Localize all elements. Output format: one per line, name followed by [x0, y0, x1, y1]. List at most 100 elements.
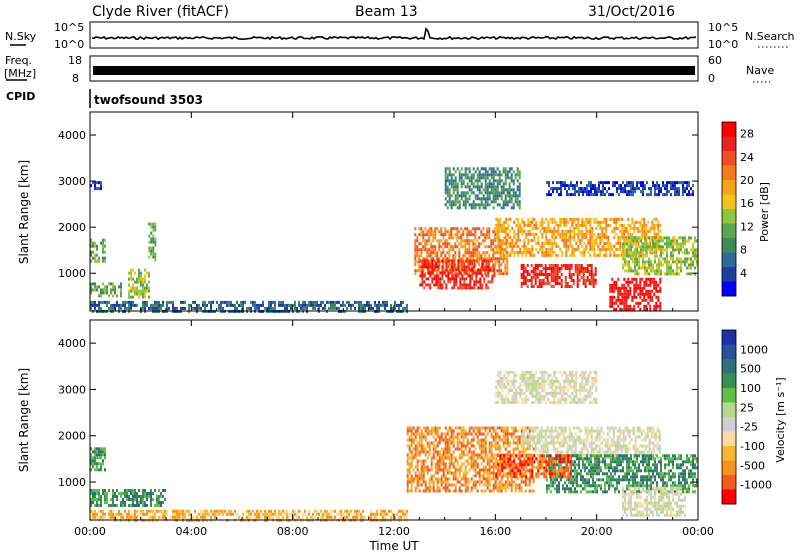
range-cell — [470, 251, 472, 254]
range-cell — [626, 190, 628, 193]
range-cell — [621, 284, 623, 287]
range-cell — [434, 251, 436, 254]
range-cell — [98, 447, 100, 450]
range-cell — [437, 433, 439, 436]
range-cell — [497, 221, 499, 224]
range-cell — [644, 184, 646, 187]
range-cell — [176, 510, 178, 513]
range-cell — [501, 386, 503, 389]
range-cell — [489, 185, 491, 188]
range-cell — [453, 280, 455, 283]
range-cell — [563, 245, 565, 248]
range-cell — [441, 475, 443, 478]
range-cell — [654, 239, 656, 242]
range-cell — [676, 187, 678, 190]
range-cell — [478, 242, 480, 245]
range-cell — [550, 187, 552, 190]
range-cell — [425, 277, 427, 280]
range-cell — [274, 304, 276, 307]
range-cell — [134, 492, 136, 495]
range-cell — [166, 513, 168, 516]
range-cell — [483, 448, 485, 451]
range-cell — [643, 221, 645, 224]
range-cell — [463, 271, 465, 274]
range-cell — [497, 395, 499, 398]
range-cell — [148, 281, 150, 284]
range-cell — [120, 288, 122, 291]
range-cell — [486, 251, 488, 254]
colorbar-segment — [722, 180, 736, 195]
range-cell — [455, 466, 457, 469]
range-cell — [471, 442, 473, 445]
range-cell — [666, 266, 668, 269]
colorbar-segment — [722, 137, 736, 152]
range-cell — [468, 245, 470, 248]
range-cell — [384, 510, 386, 513]
range-cell — [100, 242, 102, 245]
range-cell — [278, 513, 280, 516]
range-cell — [96, 254, 98, 257]
range-cell — [138, 293, 140, 296]
range-cell — [479, 442, 481, 445]
range-cell — [617, 299, 619, 302]
range-cell — [94, 307, 96, 310]
range-cell — [654, 242, 656, 245]
range-cell — [390, 516, 392, 519]
range-cell — [344, 516, 346, 519]
range-cell — [571, 221, 573, 224]
range-cell — [114, 291, 116, 294]
range-cell — [656, 269, 658, 272]
range-cell — [545, 270, 547, 273]
range-cell — [332, 301, 334, 304]
range-cell — [414, 227, 416, 230]
range-cell — [434, 236, 436, 239]
range-cell — [595, 273, 597, 276]
range-cell — [641, 290, 643, 293]
range-cell — [114, 513, 116, 516]
range-cell — [507, 478, 509, 481]
range-cell — [92, 489, 94, 492]
range-cell — [589, 233, 591, 236]
range-cell — [497, 239, 499, 242]
range-cell — [482, 233, 484, 236]
range-cell — [481, 197, 483, 200]
range-cell — [429, 442, 431, 445]
range-cell — [531, 227, 533, 230]
range-cell — [489, 280, 491, 283]
range-cell — [445, 457, 447, 460]
range-cell — [154, 244, 156, 247]
range-cell — [694, 251, 696, 254]
range-cell — [509, 242, 511, 245]
range-cell — [505, 197, 507, 200]
y-tick-label: 2000 — [58, 221, 86, 234]
range-cell — [477, 457, 479, 460]
range-cell — [483, 268, 485, 271]
range-cell — [134, 510, 136, 513]
range-cell — [660, 187, 662, 190]
range-cell — [545, 267, 547, 270]
range-cell — [545, 273, 547, 276]
range-cell — [491, 457, 493, 460]
range-cell — [481, 448, 483, 451]
range-cell — [437, 484, 439, 487]
range-cell — [421, 430, 423, 433]
range-cell — [455, 427, 457, 430]
range-cell — [507, 445, 509, 448]
range-cell — [627, 233, 629, 236]
range-cell — [465, 484, 467, 487]
range-cell — [160, 510, 162, 513]
range-cell — [611, 284, 613, 287]
range-cell — [537, 264, 539, 267]
range-cell — [468, 230, 470, 233]
range-cell — [648, 272, 650, 275]
range-cell — [461, 448, 463, 451]
range-cell — [342, 301, 344, 304]
range-cell — [608, 181, 610, 184]
range-cell — [511, 433, 513, 436]
range-cell — [511, 490, 513, 493]
range-cell — [513, 179, 515, 182]
range-cell — [617, 296, 619, 299]
range-cell — [525, 245, 527, 248]
range-cell — [473, 463, 475, 466]
